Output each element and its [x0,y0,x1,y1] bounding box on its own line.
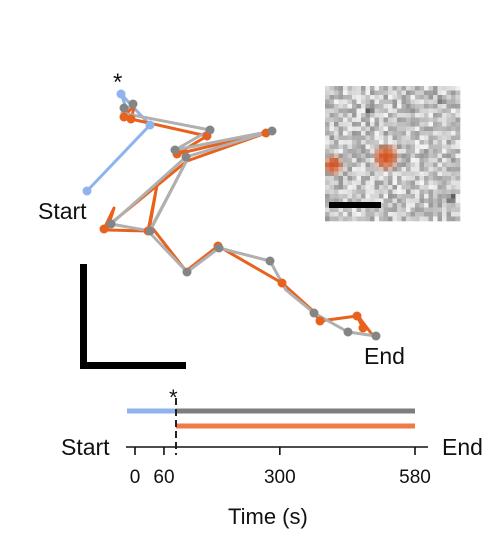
gray-point [181,152,191,162]
end-label: End [364,343,405,369]
gray-point [265,256,275,266]
orange-point [352,311,362,321]
gray-point [128,99,138,109]
gray-point [205,125,215,135]
time-tick-label: 300 [264,467,296,488]
trajectory-plot: * Start End [38,69,405,369]
blue-point [82,186,92,196]
time-tick-label: 0 [130,467,141,488]
gray-point [145,226,155,236]
gray-point [371,331,381,341]
gray-point [214,243,224,253]
gray-point [182,267,192,277]
scale-bar [80,264,186,369]
gray-point [309,308,319,318]
inset-pixels [325,86,461,222]
trajectory-blue [85,92,152,193]
orange-point [315,316,325,326]
scale-bar-vertical [80,264,87,368]
time-axis-label: Time (s) [228,504,308,529]
gray-points [106,99,381,341]
gray-point [170,145,180,155]
blue-points [82,89,155,196]
orange-point [126,114,136,124]
time-axis-ticks: 0 60 300 580 [130,447,431,488]
orange-point [277,278,287,288]
start-label: Start [38,198,87,224]
orange-point [119,112,129,122]
inset-scale-bar [329,202,381,208]
gray-point [106,219,116,229]
timeline-end-label: End [442,434,483,460]
scale-bar-horizontal [80,362,186,369]
timeline-start-label: Start [61,434,110,460]
orange-point [99,224,109,234]
orange-point [358,323,368,333]
gray-point [267,126,277,136]
gray-point [343,327,353,337]
time-tick-label: 60 [153,467,174,488]
gray-point [119,103,129,113]
blue-point [116,89,126,99]
timeline-asterisk: * [169,385,178,410]
asterisk-marker: * [113,69,122,96]
timeline: * 0 60 300 580 Start End Time (s) [61,385,483,529]
blue-point [145,120,155,130]
inset-image [325,86,461,222]
time-tick-label: 580 [399,467,431,488]
